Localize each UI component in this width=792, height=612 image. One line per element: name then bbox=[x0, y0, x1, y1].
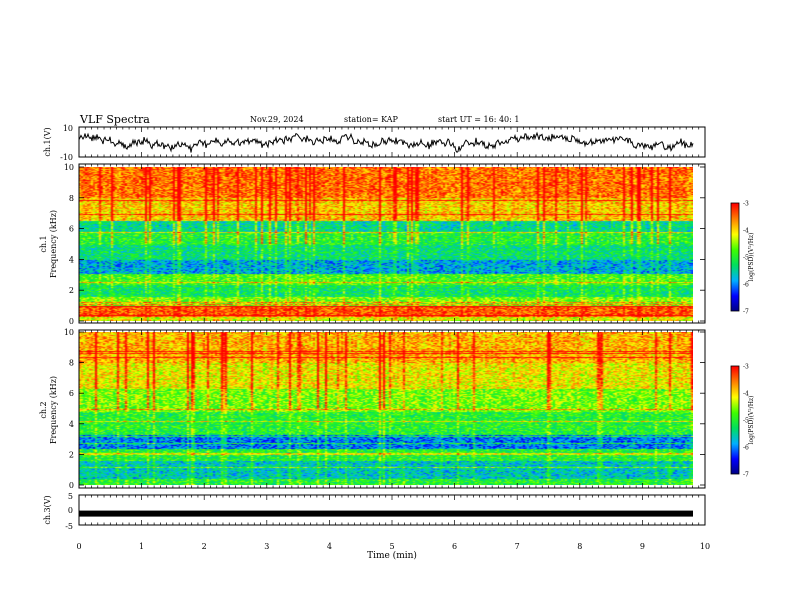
ch2-colorbar-frame bbox=[730, 365, 740, 475]
ch2-colorbar-tick--6: -6 bbox=[743, 445, 749, 452]
x-tick-label-10: 10 bbox=[700, 542, 710, 551]
ch2-spec-ytick-8: 8 bbox=[69, 359, 74, 368]
ch1-colorbar-label: log(PSD)(V²/Hz) bbox=[748, 233, 755, 282]
ch2-colorbar-tick--7: -7 bbox=[743, 472, 749, 479]
x-tick-label-2: 2 bbox=[202, 542, 207, 551]
ch1-colorbar-tick--6: -6 bbox=[743, 282, 749, 289]
x-tick-label-1: 1 bbox=[139, 542, 144, 551]
ch2-spectrogram-image bbox=[79, 332, 693, 485]
figure-title: VLF Spectra bbox=[79, 113, 150, 126]
ch2-colorbar-tick--5: -5 bbox=[743, 418, 749, 425]
ch2-spec-channel-label: ch.2 bbox=[39, 401, 48, 418]
ch1-waveform-line bbox=[78, 131, 694, 153]
ch1-spec-ytick-6: 6 bbox=[69, 225, 74, 234]
x-tick-label-9: 9 bbox=[640, 542, 645, 551]
ch2-colorbar-tick--3: -3 bbox=[743, 364, 749, 371]
ch3-ylabel: ch.3(V) bbox=[43, 495, 52, 524]
x-tick-label-7: 7 bbox=[515, 542, 520, 551]
ch1-spectrogram-image bbox=[79, 167, 693, 321]
ch1-colorbar-tick--3: -3 bbox=[743, 201, 749, 208]
x-tick-label-6: 6 bbox=[452, 542, 457, 551]
ch2-spec-ylabel: Frequency (kHz) bbox=[49, 376, 58, 444]
station-label: station= KAP bbox=[344, 115, 399, 124]
ch1-spec-channel-label: ch.1 bbox=[39, 235, 48, 252]
x-axis-label: Time (min) bbox=[367, 550, 417, 561]
ch1-ytick-bottom: -10 bbox=[60, 153, 73, 162]
ch1-spec-ytick-4: 4 bbox=[69, 255, 74, 264]
ch2-colorbar-label: log(PSD)(V²/Hz) bbox=[748, 396, 755, 445]
ch1-colorbar-tick--5: -5 bbox=[743, 255, 749, 262]
ch1-spec-ytick-2: 2 bbox=[69, 286, 74, 295]
ch2-colorbar-tick--4: -4 bbox=[743, 391, 749, 398]
ch2-colorbar bbox=[731, 366, 739, 474]
ch1-colorbar-tick--4: -4 bbox=[743, 228, 749, 235]
ch2-spec-ytick-0: 0 bbox=[69, 481, 74, 490]
ch1-colorbar-tick--7: -7 bbox=[743, 309, 749, 316]
ch1-spec-ylabel: Frequency (kHz) bbox=[49, 210, 58, 278]
ch2-spec-ytick-10: 10 bbox=[64, 328, 74, 337]
ch3-ytick-5: 5 bbox=[68, 492, 73, 501]
x-tick-label-8: 8 bbox=[577, 542, 582, 551]
date-label: Nov.29, 2024 bbox=[250, 115, 304, 124]
ch2-spec-ytick-6: 6 bbox=[69, 389, 74, 398]
ch1-colorbar bbox=[731, 203, 739, 311]
ch2-spec-ytick-4: 4 bbox=[69, 420, 74, 429]
ch3-ytick-minus5: -5 bbox=[65, 522, 73, 531]
start-ut-label: start UT = 16: 40: 1 bbox=[438, 115, 519, 124]
x-tick-label-4: 4 bbox=[327, 542, 332, 551]
ch1-ytick-top: 10 bbox=[63, 124, 73, 133]
ch1-spec-ytick-0: 0 bbox=[69, 317, 74, 326]
ch2-spec-ytick-2: 2 bbox=[69, 450, 74, 459]
ch3-waveform-trace bbox=[79, 510, 693, 517]
ch3-waveform-panel: 5 0 -5 ch.3(V) 0 1 2 3 4 5 6 7 8 9 10 Time (min) bbox=[43, 127, 710, 561]
ch1-spec-ytick-8: 8 bbox=[69, 194, 74, 203]
ch1-spec-ytick-10: 10 bbox=[64, 163, 74, 172]
ch3-ytick-0: 0 bbox=[68, 506, 73, 515]
x-tick-label-5: 5 bbox=[389, 542, 394, 551]
ch1-ylabel: ch.1(V) bbox=[43, 127, 52, 156]
ch1-colorbar-frame bbox=[730, 202, 740, 312]
ch1-waveform-panel: 10 -10 ch.1(V) bbox=[43, 124, 706, 162]
x-tick-label-3: 3 bbox=[264, 542, 269, 551]
x-tick-label-0: 0 bbox=[76, 542, 81, 551]
